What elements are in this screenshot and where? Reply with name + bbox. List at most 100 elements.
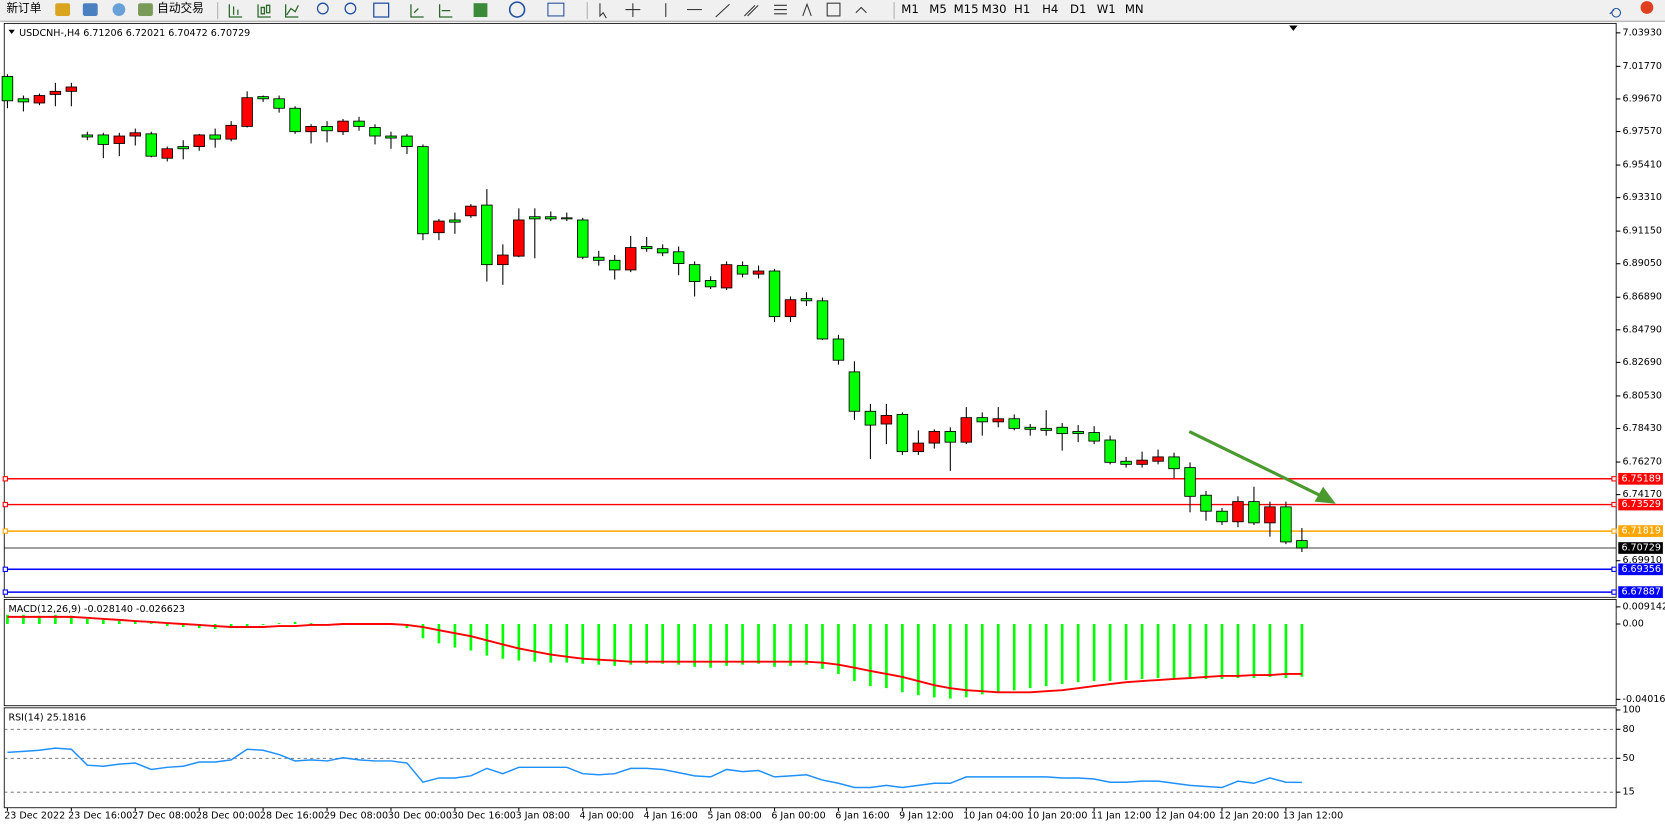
candle-body xyxy=(784,299,797,318)
zoom-out-icon[interactable] xyxy=(344,2,357,15)
candle-body xyxy=(720,264,733,289)
new-order-button[interactable]: 新订单 xyxy=(6,1,41,15)
level-handle xyxy=(1611,476,1617,482)
candle-icon[interactable] xyxy=(257,4,271,18)
candle-body xyxy=(864,410,877,426)
x-tick-label: 23 Dec 16:00 xyxy=(68,811,132,822)
open-readout: 6.71206 xyxy=(83,27,122,38)
x-tick-label: 28 Dec 16:00 xyxy=(260,811,324,822)
x-tick-label: 4 Jan 00:00 xyxy=(580,811,634,822)
notification-icon[interactable] xyxy=(1640,1,1654,14)
y-tick-label: 7.01770 xyxy=(1623,61,1662,72)
line-icon[interactable] xyxy=(285,4,299,18)
timeframe-button[interactable]: MN xyxy=(1125,2,1144,16)
timeframe-button[interactable]: W1 xyxy=(1097,2,1116,16)
y-tick-label: 6.86890 xyxy=(1623,292,1662,303)
icon[interactable] xyxy=(138,3,153,16)
level-price-label: 6.75189 xyxy=(1621,473,1660,484)
x-tick-label: 6 Jan 16:00 xyxy=(835,811,889,822)
level-handle xyxy=(1611,589,1617,595)
candle-body xyxy=(752,270,765,275)
text-icon[interactable] xyxy=(802,2,812,17)
channel-icon[interactable] xyxy=(743,4,759,17)
timeframe-button[interactable]: H4 xyxy=(1042,2,1058,16)
arrow-shaft xyxy=(1188,430,1321,497)
shift-icon[interactable] xyxy=(438,4,453,18)
y-tick-label: 80 xyxy=(1623,724,1635,735)
level-price-box xyxy=(1618,525,1663,537)
main-panel xyxy=(3,22,1617,598)
timeframe-button[interactable]: D1 xyxy=(1070,2,1086,16)
label-icon[interactable] xyxy=(826,2,841,17)
candle-body xyxy=(736,265,749,275)
icon[interactable] xyxy=(55,3,71,16)
rsi-panel xyxy=(3,707,1617,809)
timeframe-button[interactable]: M15 xyxy=(954,2,979,16)
y-tick-label: 7.03930 xyxy=(1623,27,1662,38)
level-handle xyxy=(1611,528,1617,534)
indicators-icon[interactable] xyxy=(473,3,488,18)
candle-body xyxy=(241,97,253,127)
y-tick-label: 6.89050 xyxy=(1623,258,1662,269)
arrows-icon[interactable] xyxy=(855,6,867,14)
icon[interactable] xyxy=(82,3,98,16)
auto-trading-button[interactable]: 自动交易 xyxy=(157,1,204,15)
timeframe-button[interactable]: M5 xyxy=(929,2,946,16)
level-handle xyxy=(2,566,8,572)
main-chart: USDCNH-,H4 6.71206 6.72021 6.70472 6.707… xyxy=(3,22,1617,598)
x-tick-label: 13 Jan 12:00 xyxy=(1283,811,1343,822)
crosshair-icon[interactable] xyxy=(625,3,641,18)
y-tick-label: 6.74170 xyxy=(1623,489,1662,500)
candle-body xyxy=(465,205,477,217)
candle-body xyxy=(401,135,413,148)
candle-body xyxy=(481,204,493,266)
candle-body xyxy=(577,219,589,258)
periods-icon[interactable] xyxy=(508,1,526,18)
timeframe-bar: M1 M5 M15 M30 H1 H4 D1 W1 MN xyxy=(901,2,1143,16)
candle-body xyxy=(1072,431,1084,435)
level-handle xyxy=(2,501,8,508)
candle-body xyxy=(65,86,78,92)
drawing-tools[interactable] xyxy=(599,2,867,19)
level-price-label: 6.69356 xyxy=(1621,564,1660,575)
candle-body xyxy=(928,431,941,444)
cursor-icon[interactable] xyxy=(599,3,607,19)
chart-tools[interactable] xyxy=(228,2,453,18)
trend-arrow xyxy=(1188,430,1336,504)
x-tick-label: 12 Jan 04:00 xyxy=(1155,811,1215,822)
x-tick-label: 11 Jan 12:00 xyxy=(1091,811,1151,822)
timeframe-button[interactable]: M30 xyxy=(982,2,1007,16)
level-handle xyxy=(1611,501,1617,508)
bar-chart-icon[interactable] xyxy=(228,4,243,18)
fibo-icon[interactable] xyxy=(774,4,787,15)
candle-body xyxy=(768,270,781,318)
candle-body xyxy=(1088,432,1100,442)
rsi-readout: 25.1816 xyxy=(47,712,86,723)
candle-body xyxy=(816,300,829,340)
zoom-in-icon[interactable] xyxy=(316,2,329,15)
candle-body xyxy=(1024,426,1036,430)
candle-body xyxy=(129,132,142,137)
shift-marker xyxy=(1289,25,1298,31)
y-tick-label: 6.78430 xyxy=(1623,423,1662,434)
search-icon[interactable] xyxy=(1609,7,1621,18)
x-tick-label: 27 Dec 08:00 xyxy=(132,811,196,822)
labels: MACD(12,26,9) -0.028140 -0.026623 RSI(14… xyxy=(8,472,1663,723)
candle-body xyxy=(1040,427,1052,431)
x-tick-label: 28 Dec 00:00 xyxy=(196,811,260,822)
candle-body xyxy=(385,135,397,139)
candle-body xyxy=(209,134,221,140)
tile-icon[interactable] xyxy=(373,2,390,18)
autoscroll-icon[interactable] xyxy=(410,4,424,18)
candle-body xyxy=(960,417,973,443)
x-tick-label: 10 Jan 04:00 xyxy=(963,811,1023,822)
y-tick-label: 6.91150 xyxy=(1623,226,1662,237)
icon[interactable] xyxy=(112,3,126,16)
candle-body xyxy=(449,219,461,223)
templates-icon[interactable] xyxy=(547,2,565,17)
y-tick-label: 0.009142 xyxy=(1623,601,1665,612)
trendline-icon[interactable] xyxy=(715,3,730,18)
timeframe-button[interactable]: M1 xyxy=(901,2,918,16)
timeframe-button[interactable]: H1 xyxy=(1014,2,1030,16)
candle-body xyxy=(33,95,46,104)
